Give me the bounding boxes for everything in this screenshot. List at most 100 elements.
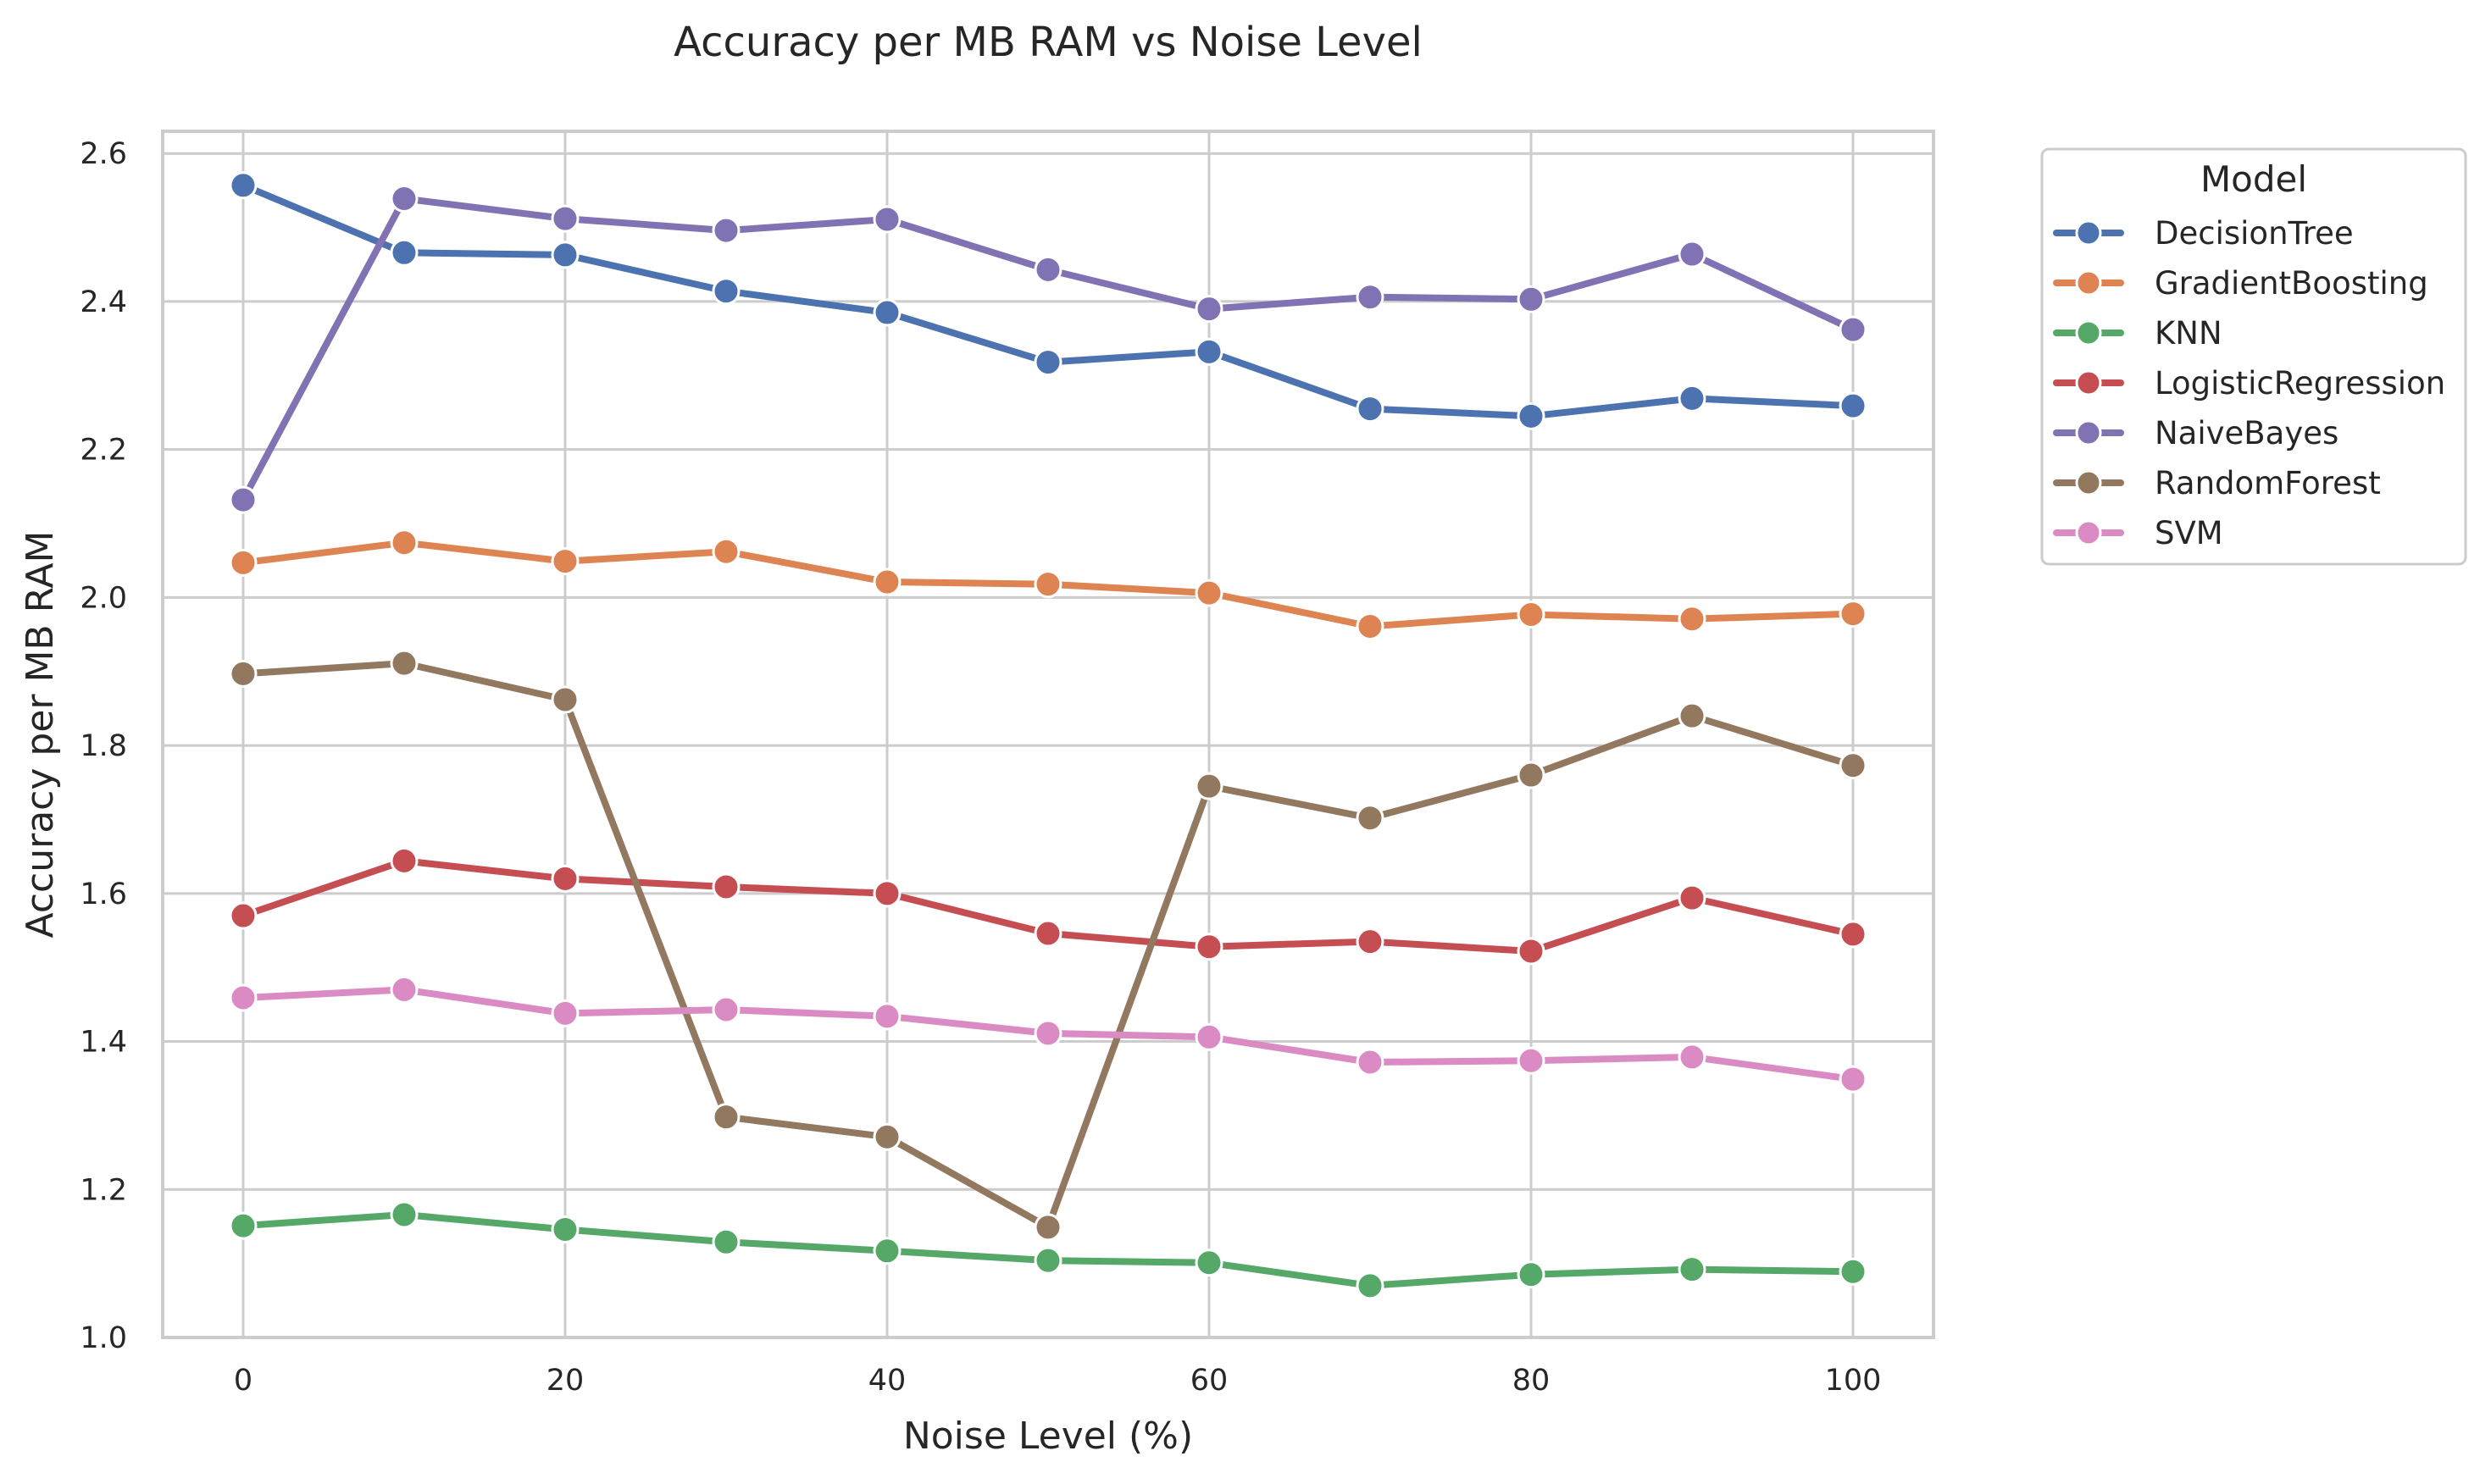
data-point: [1517, 600, 1545, 628]
data-point: [873, 298, 902, 327]
legend-item: KNN: [2053, 315, 2222, 352]
plot-area: [161, 130, 1935, 1339]
data-point: [1195, 1022, 1223, 1051]
data-point: [712, 995, 741, 1024]
data-point: [1195, 295, 1223, 324]
legend-label: LogisticRegression: [2155, 365, 2445, 401]
data-point: [229, 659, 258, 688]
legend-marker: [2075, 369, 2102, 396]
data-point: [1517, 285, 1545, 313]
data-point: [1517, 1046, 1545, 1075]
data-point: [551, 999, 580, 1027]
y-axis-ticks: 1.0 1.2 1.4 1.6 1.8 2.0 2.2 2.4 2.6: [80, 137, 127, 1355]
data-point: [873, 205, 902, 234]
legend-label: DecisionTree: [2155, 215, 2354, 252]
data-point: [1678, 605, 1706, 634]
chart-title: Accuracy per MB RAM vs Noise Level: [674, 19, 1423, 66]
y-tick-label: 1.0: [80, 1321, 127, 1355]
data-point: [712, 872, 741, 901]
series-NaiveBayes: [229, 184, 1867, 514]
legend-marker: [2075, 219, 2102, 246]
data-point: [1839, 315, 1867, 344]
data-point: [712, 1103, 741, 1132]
x-axis-ticks: 0 20 40 60 80 100: [234, 1364, 1882, 1398]
data-point: [390, 238, 419, 267]
data-point: [1356, 395, 1384, 424]
x-tick-label: 40: [868, 1364, 907, 1398]
data-point: [712, 216, 741, 245]
data-point: [1678, 1043, 1706, 1071]
legend-item: LogisticRegression: [2053, 365, 2445, 401]
y-axis-label: Accuracy per MB RAM: [19, 531, 62, 939]
data-point: [1678, 883, 1706, 912]
data-point: [551, 204, 580, 233]
series-RandomForest: [229, 649, 1867, 1242]
data-point: [1356, 612, 1384, 640]
data-point: [712, 1227, 741, 1256]
legend-marker: [2075, 469, 2102, 496]
data-point: [873, 879, 902, 908]
data-point: [390, 846, 419, 875]
data-point: [1034, 1213, 1062, 1242]
series-KNN: [229, 1200, 1867, 1300]
plot-background: [163, 131, 1933, 1337]
data-point: [1678, 240, 1706, 269]
data-point: [551, 241, 580, 269]
series-layer: [229, 171, 1867, 1300]
data-point: [390, 649, 419, 678]
y-tick-label: 2.4: [80, 285, 127, 319]
data-point: [229, 901, 258, 930]
data-point: [390, 184, 419, 213]
y-tick-label: 1.4: [80, 1026, 127, 1060]
y-tick-label: 2.0: [80, 581, 127, 615]
legend-item: GradientBoosting: [2053, 265, 2428, 302]
data-point: [1356, 928, 1384, 956]
data-point: [551, 547, 580, 576]
data-point: [1034, 348, 1062, 377]
data-point: [390, 975, 419, 1004]
data-point: [1839, 391, 1867, 420]
data-point: [1356, 1271, 1384, 1300]
series-DecisionTree: [229, 171, 1867, 430]
x-tick-label: 20: [546, 1364, 585, 1398]
series-SVM: [229, 975, 1867, 1094]
data-point: [1839, 1065, 1867, 1094]
data-point: [873, 1002, 902, 1031]
data-point: [712, 537, 741, 566]
legend-label: GradientBoosting: [2155, 265, 2428, 302]
data-point: [1517, 401, 1545, 430]
legend-marker: [2075, 269, 2102, 296]
legend-item: DecisionTree: [2053, 215, 2354, 252]
data-point: [1356, 283, 1384, 312]
legend-title: Model: [2200, 158, 2307, 200]
legend: Model DecisionTree GradientBoosting KNN Log…: [2040, 147, 2467, 566]
data-point: [1034, 255, 1062, 284]
x-tick-label: 100: [1825, 1364, 1882, 1398]
data-point: [1517, 761, 1545, 789]
data-point: [1356, 1048, 1384, 1077]
data-point: [873, 568, 902, 596]
data-point: [873, 1237, 902, 1265]
data-point: [1195, 772, 1223, 800]
data-point: [229, 485, 258, 514]
data-point: [1195, 337, 1223, 366]
x-tick-label: 0: [234, 1364, 252, 1398]
data-point: [551, 1215, 580, 1243]
data-point: [1678, 384, 1706, 413]
data-point: [229, 171, 258, 200]
data-point: [1195, 1249, 1223, 1277]
data-point: [1195, 933, 1223, 961]
data-point: [712, 277, 741, 306]
legend-label: RandomForest: [2155, 465, 2381, 501]
legend-marker: [2075, 319, 2102, 346]
y-tick-label: 1.2: [80, 1173, 127, 1207]
series-GradientBoosting: [229, 529, 1867, 640]
series-LogisticRegression: [229, 846, 1867, 966]
plot-frame: [161, 130, 1935, 1339]
x-tick-label: 80: [1512, 1364, 1551, 1398]
legend-label: SVM: [2155, 515, 2223, 551]
data-point: [229, 983, 258, 1012]
y-tick-label: 2.6: [80, 137, 127, 171]
data-point: [1839, 751, 1867, 780]
